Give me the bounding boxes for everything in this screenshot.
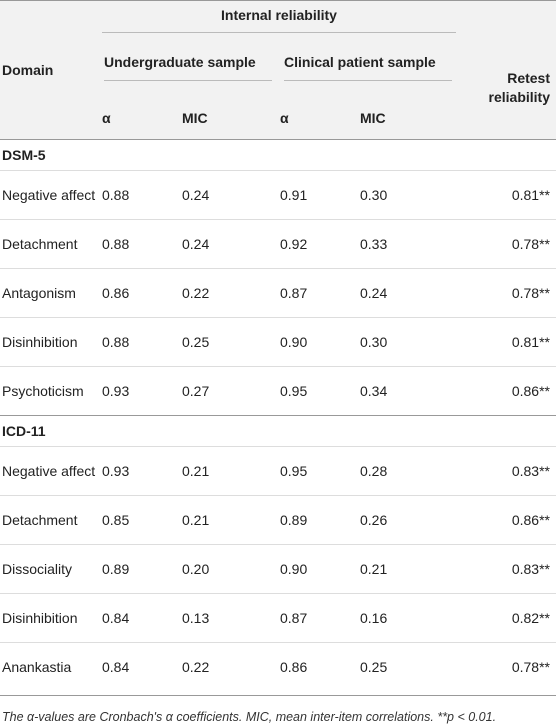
subheader: MIC <box>358 97 458 140</box>
mic-cell: 0.25 <box>180 317 278 367</box>
footnote: The α-values are Cronbach's α coefficien… <box>0 695 556 724</box>
data-row: Dissociality 0.89 0.20 0.90 0.21 0.83** <box>0 544 556 594</box>
alpha-cell: 0.92 <box>278 219 358 269</box>
domain-cell: Negative affect <box>0 170 100 220</box>
mic-cell: 0.21 <box>358 544 458 594</box>
data-row: Disinhibition 0.88 0.25 0.90 0.30 0.81** <box>0 317 556 367</box>
alpha-cell: 0.88 <box>100 317 180 367</box>
mic-cell: 0.28 <box>358 446 458 496</box>
mic-cell: 0.16 <box>358 593 458 643</box>
alpha-cell: 0.88 <box>100 170 180 220</box>
mic-cell: 0.24 <box>180 219 278 269</box>
domain-cell: Psychoticism <box>0 366 100 416</box>
domain-cell: Disinhibition <box>0 593 100 643</box>
alpha-cell: 0.84 <box>100 642 180 691</box>
alpha-cell: 0.90 <box>278 544 358 594</box>
domain-cell: Negative affect <box>0 446 100 496</box>
retest-cell: 0.78** <box>458 219 556 269</box>
mic-cell: 0.27 <box>180 366 278 416</box>
retest-cell: 0.83** <box>458 544 556 594</box>
domain-cell: Anankastia <box>0 642 100 691</box>
retest-cell: 0.86** <box>458 495 556 545</box>
retest-cell: 0.78** <box>458 642 556 691</box>
mic-cell: 0.21 <box>180 446 278 496</box>
alpha-cell: 0.93 <box>100 446 180 496</box>
retest-cell: 0.81** <box>458 317 556 367</box>
mic-cell: 0.24 <box>358 268 458 318</box>
mic-cell: 0.33 <box>358 219 458 269</box>
alpha-cell: 0.89 <box>278 495 358 545</box>
domain-cell: Detachment <box>0 495 100 545</box>
header-domain: Domain <box>0 0 100 140</box>
retest-cell: 0.81** <box>458 170 556 220</box>
data-row: Antagonism 0.86 0.22 0.87 0.24 0.78** <box>0 268 556 318</box>
mic-cell: 0.25 <box>358 642 458 691</box>
retest-cell: 0.86** <box>458 366 556 416</box>
header-sample-text: Undergraduate sample <box>104 53 272 81</box>
header-group-text: Internal reliability <box>102 6 456 33</box>
section-row: ICD-11 <box>0 415 556 447</box>
mic-cell: 0.24 <box>180 170 278 220</box>
mic-cell: 0.30 <box>358 317 458 367</box>
section-name: ICD-11 <box>0 415 556 447</box>
table-body: DSM-5 Negative affect 0.88 0.24 0.91 0.30 0.81… <box>0 139 556 691</box>
section-row: DSM-5 <box>0 139 556 171</box>
alpha-cell: 0.86 <box>100 268 180 318</box>
subheader: α <box>278 97 358 140</box>
mic-cell: 0.30 <box>358 170 458 220</box>
alpha-cell: 0.91 <box>278 170 358 220</box>
subheader: α <box>100 97 180 140</box>
data-row: Detachment 0.88 0.24 0.92 0.33 0.78** <box>0 219 556 269</box>
alpha-cell: 0.95 <box>278 366 358 416</box>
mic-cell: 0.26 <box>358 495 458 545</box>
domain-cell: Antagonism <box>0 268 100 318</box>
header-sample: Undergraduate sample <box>100 37 278 97</box>
table-header: Domain Internal reliability Undergraduat… <box>0 0 556 140</box>
alpha-cell: 0.87 <box>278 593 358 643</box>
alpha-cell: 0.95 <box>278 446 358 496</box>
alpha-cell: 0.90 <box>278 317 358 367</box>
data-row: Detachment 0.85 0.21 0.89 0.26 0.86** <box>0 495 556 545</box>
data-row: Anankastia 0.84 0.22 0.86 0.25 0.78** <box>0 642 556 691</box>
mic-cell: 0.22 <box>180 642 278 691</box>
mic-cell: 0.21 <box>180 495 278 545</box>
header-retest: Retest reliability <box>458 37 556 140</box>
header-group: Internal reliability <box>100 0 458 37</box>
mic-cell: 0.22 <box>180 268 278 318</box>
retest-cell: 0.83** <box>458 446 556 496</box>
data-row: Psychoticism 0.93 0.27 0.95 0.34 0.86** <box>0 366 556 416</box>
alpha-cell: 0.93 <box>100 366 180 416</box>
section-name: DSM-5 <box>0 139 556 171</box>
data-row: Negative affect 0.88 0.24 0.91 0.30 0.81** <box>0 170 556 220</box>
domain-cell: Dissociality <box>0 544 100 594</box>
alpha-cell: 0.88 <box>100 219 180 269</box>
domain-cell: Disinhibition <box>0 317 100 367</box>
alpha-cell: 0.86 <box>278 642 358 691</box>
mic-cell: 0.13 <box>180 593 278 643</box>
alpha-cell: 0.84 <box>100 593 180 643</box>
data-row: Negative affect 0.93 0.21 0.95 0.28 0.83** <box>0 446 556 496</box>
alpha-cell: 0.85 <box>100 495 180 545</box>
header-sample: Clinical patient sample <box>278 37 458 97</box>
mic-cell: 0.34 <box>358 366 458 416</box>
header-sample-text: Clinical patient sample <box>284 53 452 81</box>
reliability-table: Domain Internal reliability Undergraduat… <box>0 0 556 691</box>
domain-cell: Detachment <box>0 219 100 269</box>
mic-cell: 0.20 <box>180 544 278 594</box>
alpha-cell: 0.89 <box>100 544 180 594</box>
subheader: MIC <box>180 97 278 140</box>
data-row: Disinhibition 0.84 0.13 0.87 0.16 0.82** <box>0 593 556 643</box>
retest-cell: 0.82** <box>458 593 556 643</box>
alpha-cell: 0.87 <box>278 268 358 318</box>
retest-cell: 0.78** <box>458 268 556 318</box>
